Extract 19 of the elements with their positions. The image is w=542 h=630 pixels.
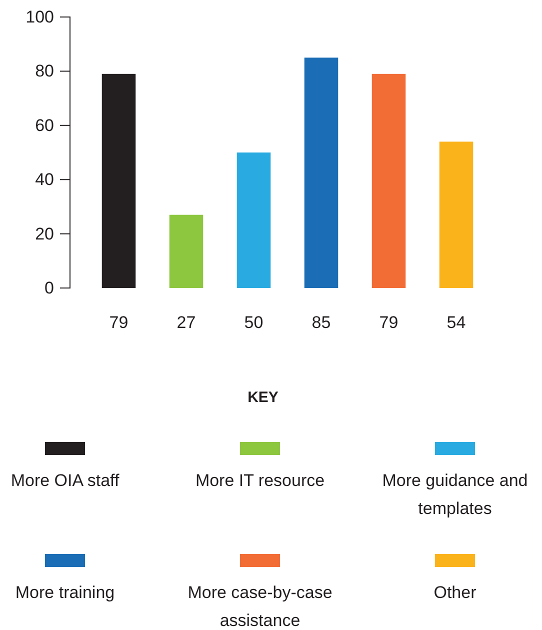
y-tick-label: 40 [35,170,54,190]
y-tick-label: 20 [35,224,54,244]
data-label: 85 [312,313,331,332]
y-tick-label: 60 [35,116,54,135]
legend-label: More guidance and templates [382,471,528,518]
y-tick-label: 100 [26,7,54,26]
legend-label: Other [434,583,477,602]
y-tick-label: 0 [44,278,54,298]
legend-title: KEY [248,389,278,406]
data-label: 79 [379,313,398,332]
data-label: 27 [176,313,196,332]
legend-label: More OIA staff [10,471,120,490]
data-label: 50 [244,313,264,332]
legend-label: More IT resource [195,471,325,490]
y-tick-label: 80 [35,62,54,81]
legend-label: More training [15,583,115,602]
data-label: 54 [446,313,466,332]
legend-label: More case-by-case assistance [188,583,332,630]
data-label: 79 [109,313,128,332]
